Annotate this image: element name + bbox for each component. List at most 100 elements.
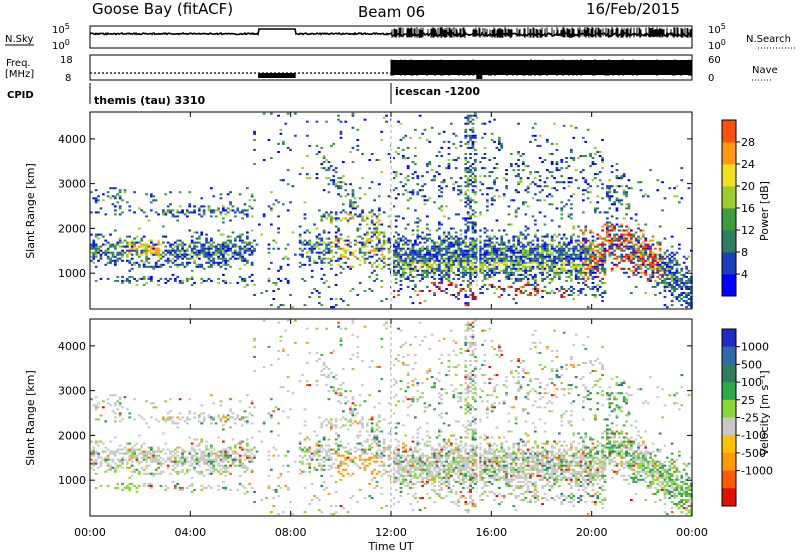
power-cell: [378, 241, 381, 244]
power-cell: [349, 211, 352, 214]
power-cell: [356, 241, 360, 244]
power-cell: [440, 249, 444, 252]
power-cell: [615, 243, 619, 246]
power-cell: [238, 251, 242, 254]
power-cell: [128, 259, 132, 262]
power-cell: [481, 271, 484, 274]
power-cell: [548, 281, 552, 284]
power-cell: [394, 259, 398, 262]
power-cell: [327, 261, 331, 264]
power-cell: [471, 294, 475, 297]
power-cell: [642, 195, 645, 198]
power-cell: [464, 197, 468, 200]
power-cell: [440, 146, 444, 149]
power-cell: [558, 253, 561, 256]
power-cell: [322, 273, 326, 276]
power-cell: [274, 283, 278, 286]
power-cell: [579, 171, 583, 174]
power-cell: [454, 273, 458, 276]
power-cell: [382, 235, 386, 238]
nsearch-label: N.Search: [746, 34, 791, 45]
velocity-cell: [181, 454, 184, 457]
power-cell: [680, 288, 684, 291]
velocity-cell: [92, 404, 96, 407]
power-cell: [478, 269, 482, 272]
power-cell: [219, 253, 223, 256]
velocity-cell: [142, 468, 146, 471]
velocity-cell: [152, 402, 156, 405]
power-cell: [606, 187, 609, 190]
power-cell: [514, 288, 518, 291]
velocity-cell: [162, 462, 165, 465]
velocity-cell: [226, 446, 230, 449]
power-cell: [457, 277, 460, 280]
power-cell: [243, 277, 247, 280]
power-cell: [272, 298, 276, 301]
power-cell: [560, 209, 564, 212]
power-cell: [579, 251, 583, 254]
power-cell: [560, 296, 564, 299]
power-cell: [361, 237, 364, 240]
nave-label: Nave: [752, 65, 778, 76]
power-cell: [423, 199, 427, 202]
power-cell: [466, 199, 470, 202]
power-cell: [169, 277, 172, 280]
power-cell: [512, 267, 516, 270]
velocity-cell: [99, 460, 103, 463]
power-cell: [320, 304, 324, 307]
power-cell: [591, 269, 595, 272]
power-cell: [618, 237, 621, 240]
power-cell: [685, 306, 688, 309]
power-cell: [522, 261, 525, 264]
power-cell: [690, 300, 693, 303]
power-cell: [310, 275, 314, 278]
velocity-cell: [219, 400, 223, 403]
power-cell: [428, 271, 432, 274]
power-cell: [620, 225, 624, 228]
power-cell: [322, 215, 326, 218]
power-cell: [409, 136, 412, 139]
power-cell: [205, 233, 208, 236]
power-cell: [418, 259, 422, 262]
power-cell: [666, 275, 669, 278]
power-cell: [572, 159, 576, 162]
power-cell: [366, 217, 369, 220]
power-cell: [471, 237, 475, 240]
power-cell: [469, 253, 472, 256]
power-cell: [505, 249, 508, 252]
velocity-cell: [145, 458, 148, 461]
power-cell: [418, 267, 422, 270]
power-cell: [313, 223, 316, 226]
power-cell: [126, 255, 129, 258]
power-cell: [538, 185, 542, 188]
power-cell: [457, 261, 460, 264]
power-cell: [418, 265, 422, 268]
velocity-cell: [164, 400, 168, 403]
power-cell: [423, 271, 427, 274]
power-cell: [159, 257, 163, 260]
power-cell: [670, 277, 674, 280]
power-cell: [598, 279, 602, 282]
power-cell: [433, 261, 436, 264]
power-cell: [454, 283, 458, 286]
power-cell: [315, 243, 319, 246]
velocity-cell: [162, 458, 165, 461]
power-cell: [632, 243, 636, 246]
power-cell: [560, 265, 564, 268]
power-cell: [104, 239, 108, 242]
power-cell: [589, 259, 592, 262]
power-cell: [116, 253, 120, 256]
power-cell: [322, 257, 326, 260]
power-cell: [594, 267, 597, 270]
power-cell: [680, 167, 684, 170]
power-cell: [438, 189, 441, 192]
power-cell: [442, 215, 446, 218]
power-cell: [313, 261, 316, 264]
power-cell: [589, 247, 592, 250]
power-cell: [471, 213, 475, 216]
power-cell: [183, 249, 187, 252]
power-cell: [301, 249, 304, 252]
power-cell: [591, 277, 595, 280]
power-cell: [315, 227, 319, 230]
power-cell: [627, 239, 631, 242]
